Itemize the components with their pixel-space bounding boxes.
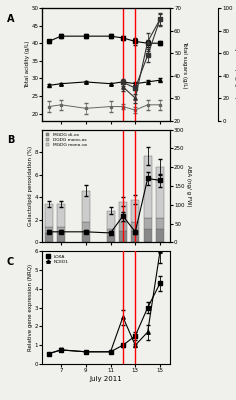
Bar	[156, 229, 164, 242]
Bar	[57, 226, 65, 233]
Bar	[106, 211, 114, 229]
Bar	[144, 218, 152, 229]
Bar	[82, 222, 90, 231]
Bar	[45, 204, 53, 226]
Y-axis label: Total acidity (g/L): Total acidity (g/L)	[25, 41, 30, 88]
Bar	[156, 167, 164, 218]
Y-axis label: Total sugars (g/L): Total sugars (g/L)	[182, 40, 187, 88]
Y-axis label: Relative gene expression (NRQ): Relative gene expression (NRQ)	[28, 264, 34, 351]
Bar	[144, 229, 152, 242]
Text: B: B	[7, 135, 14, 145]
Y-axis label: Galactolipid peroxidation (%): Galactolipid peroxidation (%)	[28, 146, 34, 226]
Bar	[57, 204, 65, 226]
Text: C: C	[7, 257, 14, 267]
Bar	[45, 233, 53, 242]
Text: A: A	[7, 14, 14, 24]
Bar	[106, 236, 114, 242]
Y-axis label: Anthocyanins (mg/ g FW): Anthocyanins (mg/ g FW)	[234, 29, 236, 99]
Bar	[106, 229, 114, 236]
Legend: LOXA, NCED1: LOXA, NCED1	[45, 254, 69, 264]
X-axis label: July 2011: July 2011	[90, 376, 122, 382]
Bar	[131, 222, 139, 231]
Legend: MGDG di-ox, DGDG mono-ox, MGDG mono-ox: MGDG di-ox, DGDG mono-ox, MGDG mono-ox	[45, 132, 88, 148]
Bar	[131, 231, 139, 242]
Bar	[82, 231, 90, 242]
Bar	[82, 190, 90, 222]
Bar	[156, 218, 164, 229]
Bar	[144, 156, 152, 218]
Bar	[131, 200, 139, 222]
Y-axis label: ABA (ng/ g FW): ABA (ng/ g FW)	[186, 165, 191, 207]
Bar	[45, 226, 53, 233]
Bar	[119, 222, 127, 231]
Bar	[119, 231, 127, 242]
Bar	[57, 233, 65, 242]
Bar	[119, 202, 127, 222]
